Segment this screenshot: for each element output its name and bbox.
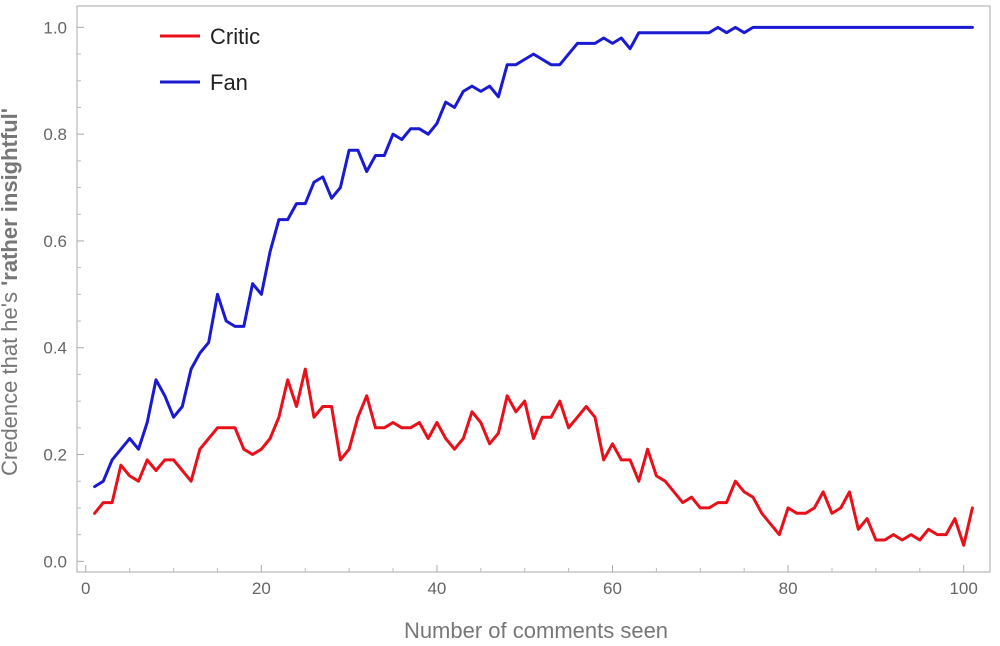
plot-border — [76, 5, 991, 573]
x-tick-label: 40 — [427, 579, 446, 598]
y-axis-label-prefix: Credence that he's — [0, 286, 22, 476]
y-axis-label: Credence that he's 'rather insightful' — [0, 108, 22, 476]
x-tick-label: 60 — [603, 579, 622, 598]
x-tick-label: 20 — [252, 579, 271, 598]
plot-frame — [76, 5, 991, 573]
y-tick-label: 0.4 — [43, 339, 67, 358]
x-tick-label: 80 — [779, 579, 798, 598]
x-axis-ticks: 0 20 40 60 80 100 — [81, 565, 978, 598]
y-tick-label: 1.0 — [43, 18, 67, 37]
y-tick-label: 0.0 — [43, 552, 67, 571]
series-line-fan — [93, 25, 974, 489]
y-axis-ticks: 0.0 0.2 0.4 0.6 0.8 1.0 — [43, 18, 84, 571]
x-axis-label: Number of comments seen — [404, 618, 668, 643]
y-axis-label-bold: 'rather insightful' — [0, 108, 22, 286]
legend-label-critic: Critic — [210, 24, 260, 49]
x-tick-label: 100 — [949, 579, 977, 598]
series-line-critic — [93, 367, 974, 547]
x-tick-label: 0 — [81, 579, 90, 598]
y-tick-label: 0.2 — [43, 446, 67, 465]
series-lines — [93, 25, 974, 547]
legend: Critic Fan — [160, 24, 260, 95]
y-tick-label: 0.8 — [43, 125, 67, 144]
legend-label-fan: Fan — [210, 70, 248, 95]
y-tick-label: 0.6 — [43, 232, 67, 251]
